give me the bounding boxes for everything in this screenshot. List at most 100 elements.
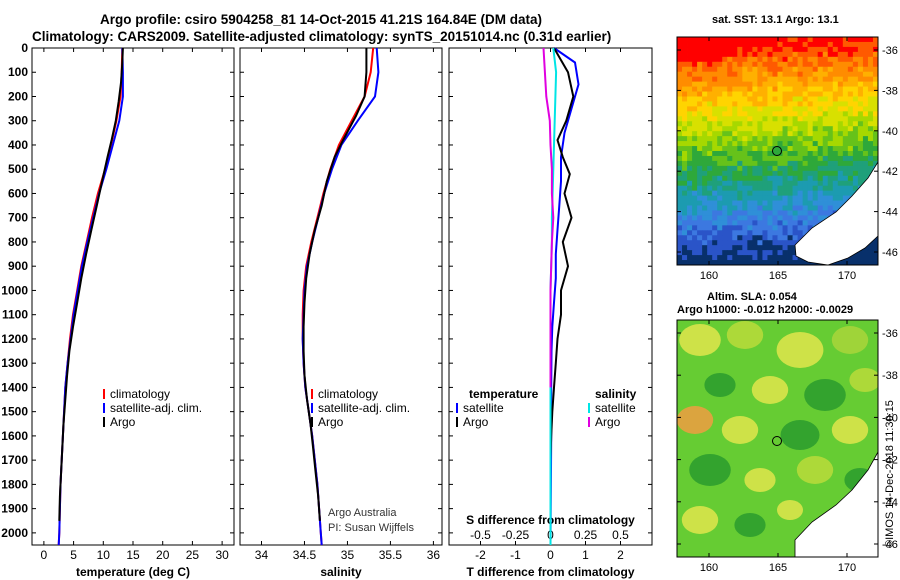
sst-cell [867,245,874,251]
sst-cell [762,71,768,78]
sst-cell [762,46,768,53]
sst-cell [752,136,758,142]
sst-cell [792,175,798,182]
sst-cell [822,200,829,206]
sst-cell [757,41,763,48]
sst-cell [807,160,814,167]
sst-cell [787,96,793,102]
sst-cell [812,141,819,147]
sst-cell [762,81,768,87]
sst-cell [682,106,688,112]
sst-cell [852,76,859,83]
sst-cell [707,205,713,211]
sst-cell [832,190,839,197]
sst-cell [837,37,844,43]
sst-cell [742,136,748,142]
sst-cell [777,155,783,162]
sst-cell [837,66,844,73]
sst-cell [772,66,778,73]
sst-cell [832,205,839,211]
sst-cell [857,260,864,265]
sst-cell [802,136,809,142]
sst-cell [747,245,753,251]
sst-cell [712,66,718,73]
sst-cell [847,51,854,58]
sst-cell [777,160,783,167]
map-x-tick-label: 165 [769,562,787,574]
sst-cell [827,210,834,216]
sst-cell [752,121,758,127]
sst-cell [717,96,723,102]
sst-cell [712,205,718,211]
sst-cell [792,51,798,58]
sst-cell [872,250,878,256]
sst-cell [737,250,743,256]
sst-cell [847,185,854,192]
sst-cell [787,51,793,58]
sst-cell [677,190,683,197]
sst-cell [752,96,758,102]
sst-cell [772,170,778,177]
sst-cell [837,106,844,112]
sst-cell [702,61,708,68]
sla-map-title: Altim. SLA: 0.054 [707,291,797,303]
sst-cell [697,141,703,147]
sst-cell [807,190,814,197]
sst-cell [702,190,708,197]
sst-cell [797,200,804,206]
sst-cell [837,136,844,142]
sst-cell [852,56,859,63]
sst-cell [707,126,713,132]
x-tick-label: 35 [341,548,355,562]
sst-cell [682,205,688,211]
sst-cell [727,255,733,261]
sst-cell [687,190,693,197]
sst-cell [817,185,824,192]
sst-cell [862,101,869,107]
sst-cell [787,61,793,68]
sst-cell [842,111,849,117]
sst-cell [722,185,728,192]
sst-cell [727,210,733,216]
sst-cell [782,165,788,172]
sst-cell [847,260,854,265]
x-axis-label: T difference from climatology [466,565,634,579]
sst-cell [747,225,753,231]
sst-cell [712,230,718,236]
sla-blob [689,454,731,486]
y-tick-label: 900 [8,259,28,273]
sst-cell [692,56,698,63]
sst-cell [797,81,804,87]
sst-cell [687,101,693,107]
sst-cell [747,210,753,216]
sst-cell [827,101,834,107]
sst-cell [857,37,864,43]
sst-cell [742,51,748,58]
sst-cell [772,190,778,197]
sst-cell [832,66,839,73]
sst-cell [682,81,688,87]
sst-cell [687,175,693,182]
sst-cell [787,195,793,201]
sla-blob [679,324,721,356]
sst-cell [742,190,748,197]
sst-cell [737,155,743,162]
sst-cell [837,175,844,182]
sst-cell [687,71,693,78]
sst-cell [692,195,698,201]
sst-cell [847,41,854,48]
sst-cell [707,190,713,197]
sst-cell [737,131,743,137]
sst-cell [852,151,859,157]
sst-cell [712,215,718,221]
x-tick-label: 34 [255,548,269,562]
sst-cell [847,155,854,162]
sst-cell [732,210,738,216]
sst-cell [767,56,773,63]
sst-cell [852,175,859,182]
sst-cell [822,51,829,58]
sst-cell [852,260,859,265]
sst-cell [757,141,763,147]
sst-cell [852,146,859,152]
x-tick-label: 15 [126,548,140,562]
